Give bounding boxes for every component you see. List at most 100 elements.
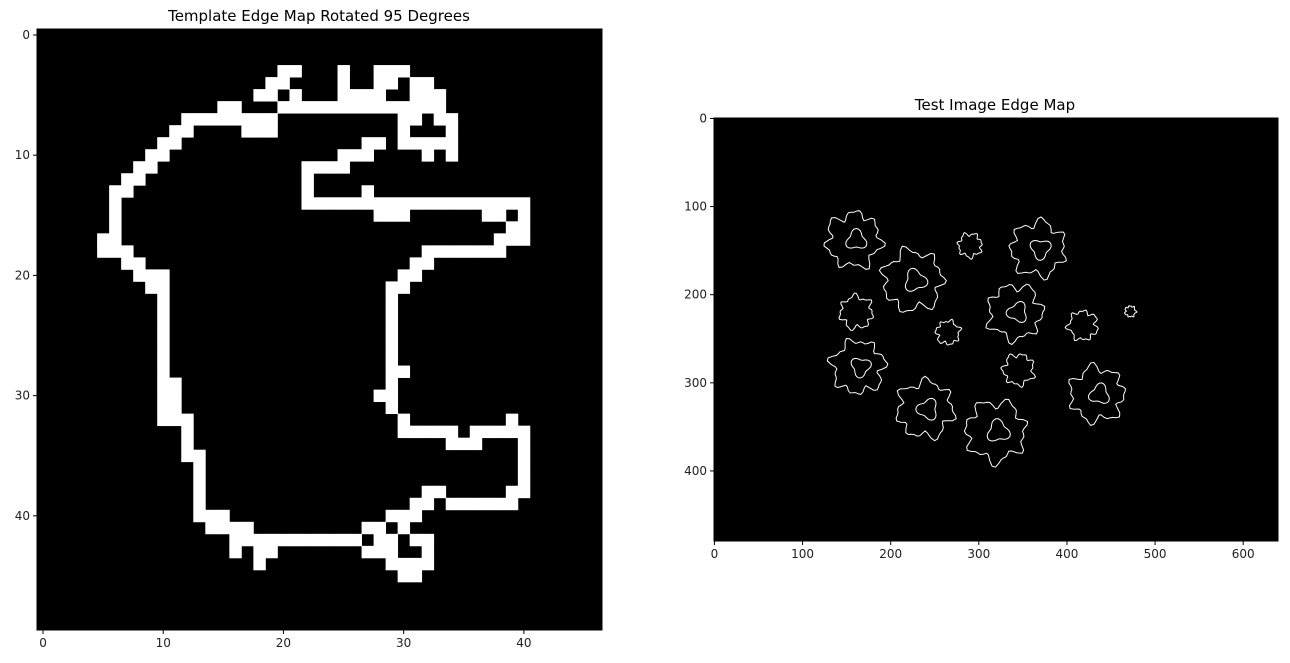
edge-pixel (253, 125, 266, 138)
edge-pixel (409, 257, 423, 270)
edge-pixel (493, 245, 507, 258)
edge-pixel (301, 185, 314, 198)
edge-pixel (241, 521, 254, 535)
edge-pixel (409, 533, 423, 547)
edge-pixel (409, 77, 423, 90)
edge-pixel (517, 473, 531, 487)
right-y-tick-label: 200 (684, 288, 707, 302)
edge-pixel (433, 485, 447, 499)
edge-pixel (373, 197, 387, 210)
edge-pixel (301, 533, 314, 547)
edge-pixel (445, 245, 459, 258)
edge-pixel (169, 401, 182, 415)
edge-pixel (229, 113, 242, 126)
left-y-tick-label: 30 (15, 389, 30, 403)
edge-pixel (121, 185, 134, 198)
edge-pixel (517, 449, 531, 463)
edge-pixel (421, 425, 435, 439)
edge-pixel (133, 269, 146, 282)
edge-pixel (229, 521, 242, 535)
edge-pixel (433, 197, 447, 210)
edge-pixel (409, 113, 423, 126)
edge-pixel (265, 113, 278, 126)
edge-pixel (397, 569, 411, 583)
edge-pixel (517, 425, 531, 439)
edge-pixel (469, 437, 483, 451)
edge-pixel (157, 353, 170, 366)
right-x-tick-label: 200 (879, 547, 902, 561)
left-x-tick-label: 40 (516, 636, 531, 650)
edge-pixel (301, 173, 314, 186)
edge-pixel (361, 101, 374, 114)
edge-pixel (421, 77, 435, 90)
edge-pixel (517, 209, 531, 222)
edge-pixel (409, 509, 423, 523)
edge-pixel (433, 425, 447, 439)
edge-pixel (157, 149, 170, 162)
edge-pixel (397, 509, 411, 523)
blob-contour (1000, 353, 1037, 389)
edge-pixel (205, 521, 218, 535)
edge-pixel (193, 509, 206, 523)
blob-contour (895, 375, 957, 442)
edge-pixel (193, 473, 206, 487)
edge-pixel (385, 329, 399, 342)
edge-pixel (517, 437, 531, 451)
blob-contour (878, 245, 948, 313)
left-plot-frame (36, 28, 603, 631)
edge-pixel (445, 137, 459, 150)
edge-pixel (145, 269, 158, 282)
edge-pixel (445, 125, 459, 138)
edge-pixel (337, 101, 350, 114)
edge-pixel (277, 101, 290, 114)
edge-pixel (445, 497, 459, 511)
edge-pixel (361, 197, 374, 210)
edge-pixel (229, 533, 242, 547)
edge-pixel (385, 77, 399, 90)
edge-pixel (397, 125, 411, 138)
edge-pixel (481, 197, 495, 210)
left-x-axis: 0 10 20 30 40 (39, 630, 532, 650)
edge-pixel (385, 389, 399, 403)
edge-pixel (157, 329, 170, 342)
right-x-tick-label: 600 (1232, 547, 1255, 561)
edge-pixel (397, 137, 411, 150)
edge-pixel (193, 497, 206, 511)
edge-pixel (373, 137, 387, 150)
left-y-tick-label: 10 (15, 148, 30, 162)
edge-pixel (445, 149, 459, 162)
edge-pixel (397, 269, 411, 282)
edge-pixel (313, 197, 326, 210)
edge-pixel (409, 137, 423, 150)
edge-pixel (157, 377, 170, 390)
edge-pixel (337, 149, 350, 162)
edge-pixel (241, 113, 254, 126)
blob-contour (823, 210, 886, 270)
edge-pixel (253, 113, 266, 126)
edge-pixel (409, 569, 423, 583)
edge-pixel (385, 317, 399, 330)
edge-pixel (349, 197, 362, 210)
edge-pixel (481, 497, 495, 511)
edge-pixel (337, 197, 350, 210)
edge-pixel (301, 101, 314, 114)
edge-pixel (421, 149, 435, 162)
blob-inner-contour (915, 397, 937, 421)
edge-pixel (157, 281, 170, 294)
edge-pixel (277, 77, 290, 90)
edge-pixel (409, 557, 423, 571)
edge-pixel (457, 197, 471, 210)
left-y-axis: 0 10 20 30 40 (15, 28, 37, 523)
edge-pixel (361, 521, 374, 535)
edge-pixel (433, 101, 447, 114)
edge-pixel (157, 389, 170, 403)
edge-pixel (517, 485, 531, 499)
blob-contour (934, 318, 963, 346)
edge-pixel (481, 209, 495, 222)
edge-pixel (325, 197, 338, 210)
edge-pixel (397, 113, 411, 126)
edge-pixel (229, 545, 242, 559)
edge-pixel (157, 293, 170, 306)
edge-pixel (361, 545, 374, 559)
